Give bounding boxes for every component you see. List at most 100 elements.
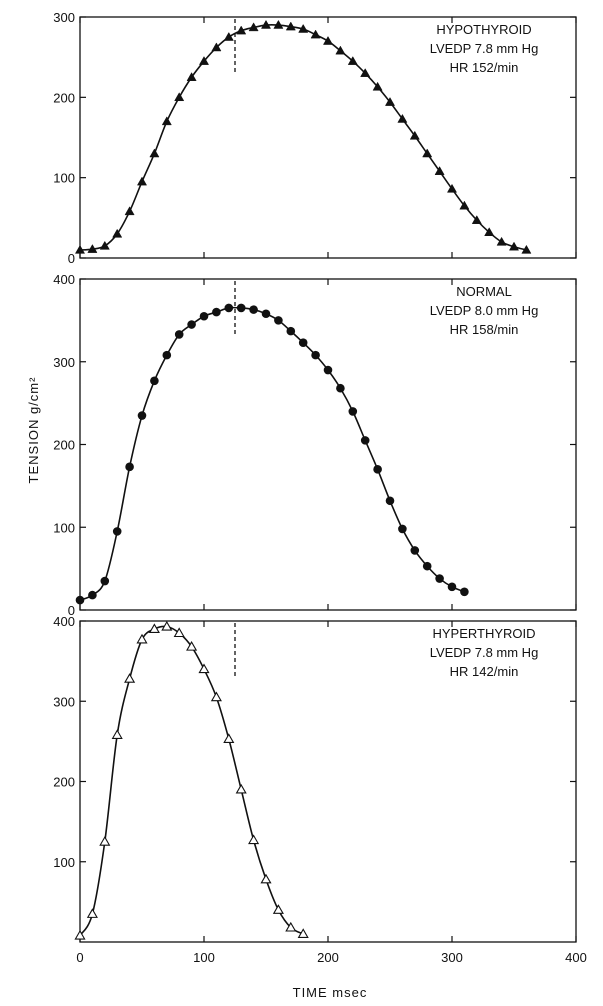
annotation: HYPERTHYROID LVEDP 7.8 mm Hg HR 142/min xyxy=(430,626,539,679)
data-point xyxy=(447,582,457,592)
data-point xyxy=(398,524,407,534)
data-point xyxy=(373,465,382,474)
data-point xyxy=(198,663,210,674)
data-point xyxy=(187,320,196,329)
data-point xyxy=(496,236,507,246)
y-tick-label: 400 xyxy=(53,272,75,287)
data-point xyxy=(88,590,97,600)
data-point xyxy=(248,22,259,32)
data-point xyxy=(348,407,358,416)
y-tick-label: 200 xyxy=(53,90,75,105)
panel-2: 0 100 200 300 400 NORMAL LVEDP 8.0 mm Hg HR 158… xyxy=(53,272,577,618)
annotation-line: LVEDP 8.0 mm Hg xyxy=(430,303,539,318)
data-point xyxy=(261,309,271,319)
data-point xyxy=(186,72,197,81)
x-tick-labels: 0 100 200 300 400 xyxy=(76,950,586,965)
data-point xyxy=(484,227,495,236)
x-tick-label: 100 xyxy=(193,950,215,965)
data-point xyxy=(99,835,111,846)
data-point xyxy=(311,350,320,360)
data-point xyxy=(459,200,470,210)
data-point xyxy=(173,627,185,638)
data-point xyxy=(347,56,358,65)
data-point xyxy=(285,21,296,31)
y-tick-label: 200 xyxy=(53,438,75,453)
data-point xyxy=(136,633,148,644)
data-point xyxy=(223,733,235,743)
data-point xyxy=(422,148,433,158)
annotation-line: NORMAL xyxy=(456,284,512,299)
data-point xyxy=(446,183,458,193)
data-point xyxy=(272,904,284,914)
annotation-line: HR 142/min xyxy=(450,664,519,679)
data-point xyxy=(235,783,247,794)
annotation-line: HR 152/min xyxy=(450,60,519,75)
y-tick-label: 100 xyxy=(53,855,75,870)
data-point xyxy=(410,546,420,555)
data-point xyxy=(174,92,185,102)
data-point xyxy=(360,436,370,445)
annotation: HYPOTHYROID LVEDP 7.8 mm Hg HR 152/min xyxy=(430,22,539,75)
data-point xyxy=(148,623,160,634)
annotation: NORMAL LVEDP 8.0 mm Hg HR 158/min xyxy=(430,284,539,337)
chart-panels: 0 100 200 300 HYPOTHYROID LVEDP 7.8 mm Hg HR 1… xyxy=(53,10,577,943)
data-point xyxy=(124,206,135,216)
x-tick-label: 400 xyxy=(565,950,587,965)
data-point xyxy=(199,311,209,321)
data-point xyxy=(260,19,272,29)
y-axis-label: TENSION g/cm² xyxy=(26,377,41,484)
data-point xyxy=(310,29,321,39)
data-point xyxy=(274,316,283,325)
x-tick-label: 300 xyxy=(441,950,463,965)
annotation-line: HYPOTHYROID xyxy=(436,22,531,37)
y-tick-label: 100 xyxy=(53,171,75,186)
data-point xyxy=(335,45,346,55)
data-point xyxy=(397,113,408,123)
y-tick-label: 0 xyxy=(68,251,75,266)
data-point xyxy=(100,576,110,586)
data-point xyxy=(86,908,98,918)
data-point xyxy=(336,383,345,393)
data-point xyxy=(74,929,86,940)
data-point xyxy=(186,640,198,651)
y-tick-label: 300 xyxy=(53,694,75,709)
data-point xyxy=(236,303,246,313)
data-point xyxy=(150,376,159,386)
data-point xyxy=(409,130,420,140)
data-point xyxy=(112,527,122,536)
data-point xyxy=(161,620,173,631)
data-point xyxy=(435,574,444,583)
data-point xyxy=(298,338,308,348)
annotation-line: HYPERTHYROID xyxy=(432,626,535,641)
y-tick-label: 300 xyxy=(53,10,75,25)
series-line xyxy=(79,306,465,601)
y-tick-label: 100 xyxy=(53,520,75,535)
data-point xyxy=(248,834,260,845)
data-point xyxy=(434,166,445,175)
data-point xyxy=(211,42,222,52)
data-point xyxy=(224,303,234,313)
y-tick-label: 200 xyxy=(53,775,75,790)
annotation-line: HR 158/min xyxy=(450,322,519,337)
data-point xyxy=(74,244,86,254)
data-point xyxy=(223,31,234,41)
data-point xyxy=(385,496,395,506)
data-point xyxy=(422,561,432,571)
data-point xyxy=(112,228,123,238)
y-tick-label: 400 xyxy=(53,614,75,629)
x-tick-label: 200 xyxy=(317,950,339,965)
panel-1: 0 100 200 300 HYPOTHYROID LVEDP 7.8 mm Hg HR 1… xyxy=(53,10,577,266)
data-point xyxy=(124,673,136,683)
data-point xyxy=(210,691,222,702)
data-point xyxy=(198,56,210,65)
data-point xyxy=(149,148,160,158)
data-point xyxy=(460,587,469,597)
data-point xyxy=(212,307,221,317)
data-point xyxy=(372,81,383,91)
series-line xyxy=(79,23,527,251)
data-point xyxy=(260,873,272,884)
data-point xyxy=(161,116,172,126)
data-point xyxy=(521,244,532,254)
